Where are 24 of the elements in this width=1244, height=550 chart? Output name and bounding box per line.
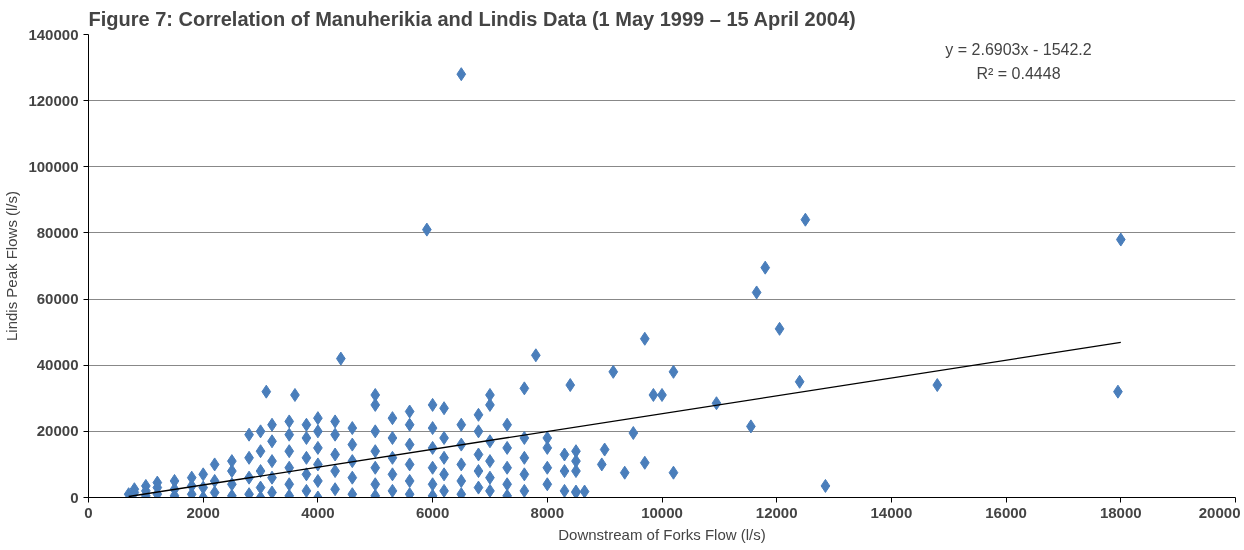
y-tick-label: 0 [70, 488, 79, 506]
x-tick-label: 20000 [1198, 503, 1241, 521]
y-tick-label: 100000 [28, 157, 79, 175]
x-tick-label: 2000 [186, 503, 220, 521]
x-tick-label: 16000 [985, 503, 1027, 521]
x-tick-label: 10000 [641, 503, 683, 521]
y-tick-label: 40000 [36, 356, 79, 374]
y-axis-title: Lindis Peak Flows (l/s) [3, 190, 21, 342]
annotation: y = 2.6903x - 1542.2 [945, 40, 1092, 58]
y-tick-label: 60000 [36, 290, 79, 308]
y-tick-label: 140000 [28, 25, 79, 43]
chart-title: Figure 7: Correlation of Manuherikia and Lindis Data (1 May 1999 – 15 April 2004) [88, 7, 856, 30]
annotation: R² = 0.4448 [976, 64, 1061, 82]
x-tick-label: 12000 [755, 503, 798, 521]
y-tick-label: 20000 [36, 422, 79, 440]
y-tick-label: 80000 [36, 223, 79, 241]
x-tick-label: 14000 [870, 503, 913, 521]
x-tick-label: 6000 [415, 503, 450, 521]
x-tick-label: 8000 [530, 503, 564, 521]
x-tick-label: 4000 [301, 503, 335, 521]
x-axis-title: Downstream of Forks Flow (l/s) [558, 525, 766, 543]
x-tick-label: 18000 [1099, 503, 1142, 521]
x-tick-label: 0 [84, 503, 93, 521]
y-tick-label: 120000 [28, 91, 79, 109]
